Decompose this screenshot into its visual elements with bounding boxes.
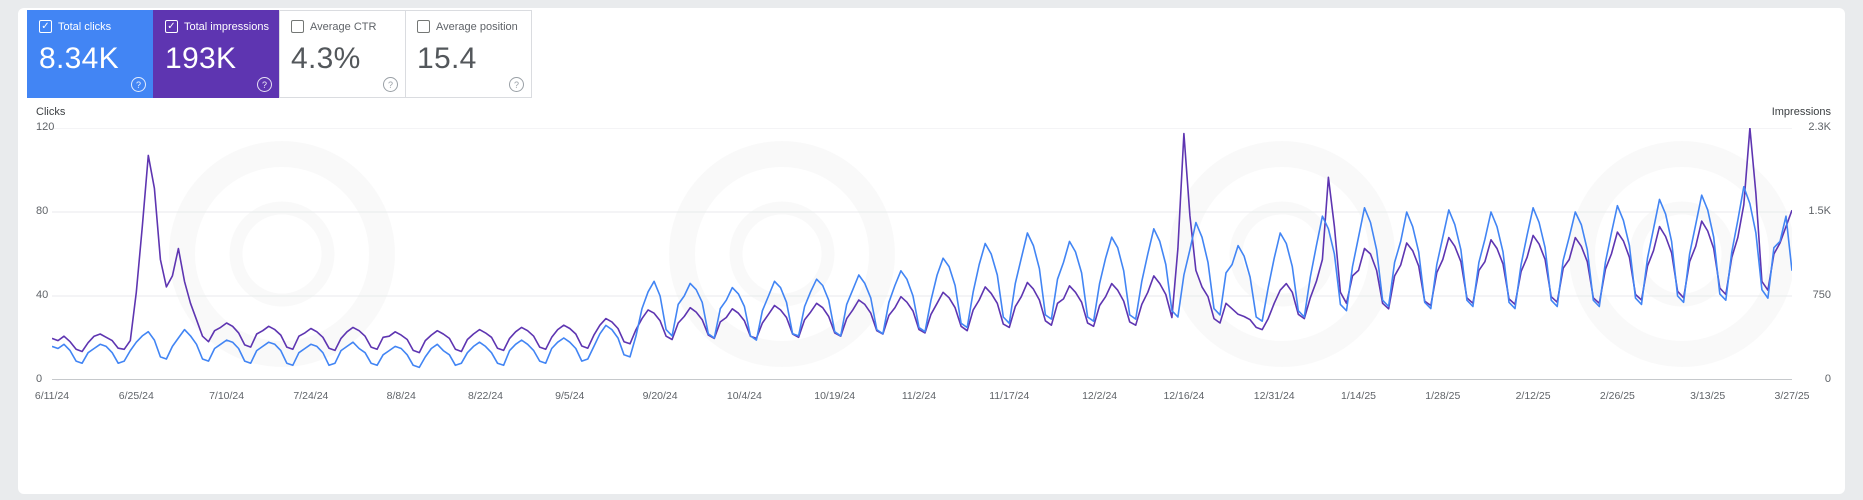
- watermark-icon: [1182, 154, 1382, 354]
- impressions-line: [52, 128, 1792, 354]
- metric-card-value: 15.4: [417, 42, 477, 75]
- axis-tick-label: 8/8/24: [386, 390, 416, 402]
- checkbox-unchecked-icon[interactable]: [417, 20, 430, 33]
- axis-tick-label: 10/4/24: [726, 390, 762, 402]
- help-icon[interactable]: ?: [383, 77, 398, 92]
- checkbox-checked-icon[interactable]: ✓: [165, 20, 178, 33]
- checkbox-checked-icon[interactable]: ✓: [39, 20, 52, 33]
- metric-card-header: Average position: [417, 20, 520, 33]
- metric-card-value: 193K: [165, 42, 237, 75]
- axis-tick-label: 0: [36, 373, 43, 385]
- metric-card-total-clicks[interactable]: ✓ Total clicks 8.34K ?: [27, 10, 154, 98]
- right-axis-title: Impressions: [1771, 106, 1831, 118]
- metric-card-label: Total impressions: [184, 20, 269, 33]
- metric-card-header: Average CTR: [291, 20, 394, 33]
- axis-tick-label: 6/25/24: [118, 390, 154, 402]
- axis-tick-label: 12/2/24: [1082, 390, 1118, 402]
- performance-panel: ✓ Total clicks 8.34K ? ✓ Total impressio…: [18, 8, 1845, 494]
- metric-card-average-position[interactable]: Average position 15.4 ?: [405, 10, 532, 98]
- axis-tick-label: 1/14/25: [1340, 390, 1377, 402]
- metric-card-label: Average CTR: [310, 20, 377, 33]
- axis-tick-label: 8/22/24: [467, 390, 504, 402]
- axis-tick-label: 7/10/24: [209, 390, 245, 402]
- axis-tick-label: 2/26/25: [1599, 390, 1635, 402]
- metric-card-value: 4.3%: [291, 42, 361, 75]
- left-axis-title: Clicks: [36, 106, 66, 118]
- watermark-icon: [236, 208, 328, 300]
- watermark-icon: [182, 154, 382, 354]
- metric-card-average-ctr[interactable]: Average CTR 4.3% ?: [279, 10, 406, 98]
- axis-tick-label: 3/27/25: [1774, 390, 1810, 402]
- watermark-icon: [682, 154, 882, 354]
- axis-tick-label: 7/24/24: [293, 390, 329, 402]
- axis-tick-label: 1.5K: [1808, 205, 1831, 217]
- axis-tick-label: 2.3K: [1808, 121, 1831, 133]
- axis-tick-label: 9/5/24: [555, 390, 585, 402]
- axis-tick-label: 9/20/24: [642, 390, 678, 402]
- plot-area[interactable]: [52, 128, 1792, 380]
- axis-tick-label: 1/28/25: [1425, 390, 1461, 402]
- watermark-icon: [736, 208, 828, 300]
- metric-card-total-impressions[interactable]: ✓ Total impressions 193K ?: [153, 10, 280, 98]
- metric-card-header: ✓ Total impressions: [165, 20, 269, 33]
- metric-card-label: Average position: [436, 20, 518, 33]
- axis-tick-label: 80: [36, 205, 49, 217]
- axis-tick-label: 750: [1812, 289, 1831, 301]
- axis-tick-label: 0: [1824, 373, 1831, 385]
- help-icon[interactable]: ?: [131, 77, 146, 92]
- axis-tick-label: 6/11/24: [34, 390, 70, 402]
- axis-tick-label: 11/2/24: [901, 390, 937, 402]
- performance-chart-svg: [52, 128, 1792, 380]
- checkbox-unchecked-icon[interactable]: [291, 20, 304, 33]
- metric-card-header: ✓ Total clicks: [39, 20, 142, 33]
- axis-tick-label: 10/19/24: [814, 390, 856, 402]
- help-icon[interactable]: ?: [257, 77, 272, 92]
- axis-tick-label: 12/31/24: [1253, 390, 1295, 402]
- clicks-line: [52, 185, 1792, 369]
- help-icon[interactable]: ?: [509, 77, 524, 92]
- axis-tick-label: 40: [36, 289, 49, 301]
- axis-tick-label: 3/13/25: [1690, 390, 1726, 402]
- axis-tick-label: 12/16/24: [1163, 390, 1205, 402]
- axis-tick-label: 11/17/24: [989, 390, 1030, 402]
- metric-card-label: Total clicks: [58, 20, 112, 33]
- metric-card-value: 8.34K: [39, 42, 119, 75]
- axis-tick-label: 2/12/25: [1515, 390, 1551, 402]
- metric-cards-row: ✓ Total clicks 8.34K ? ✓ Total impressio…: [27, 10, 532, 98]
